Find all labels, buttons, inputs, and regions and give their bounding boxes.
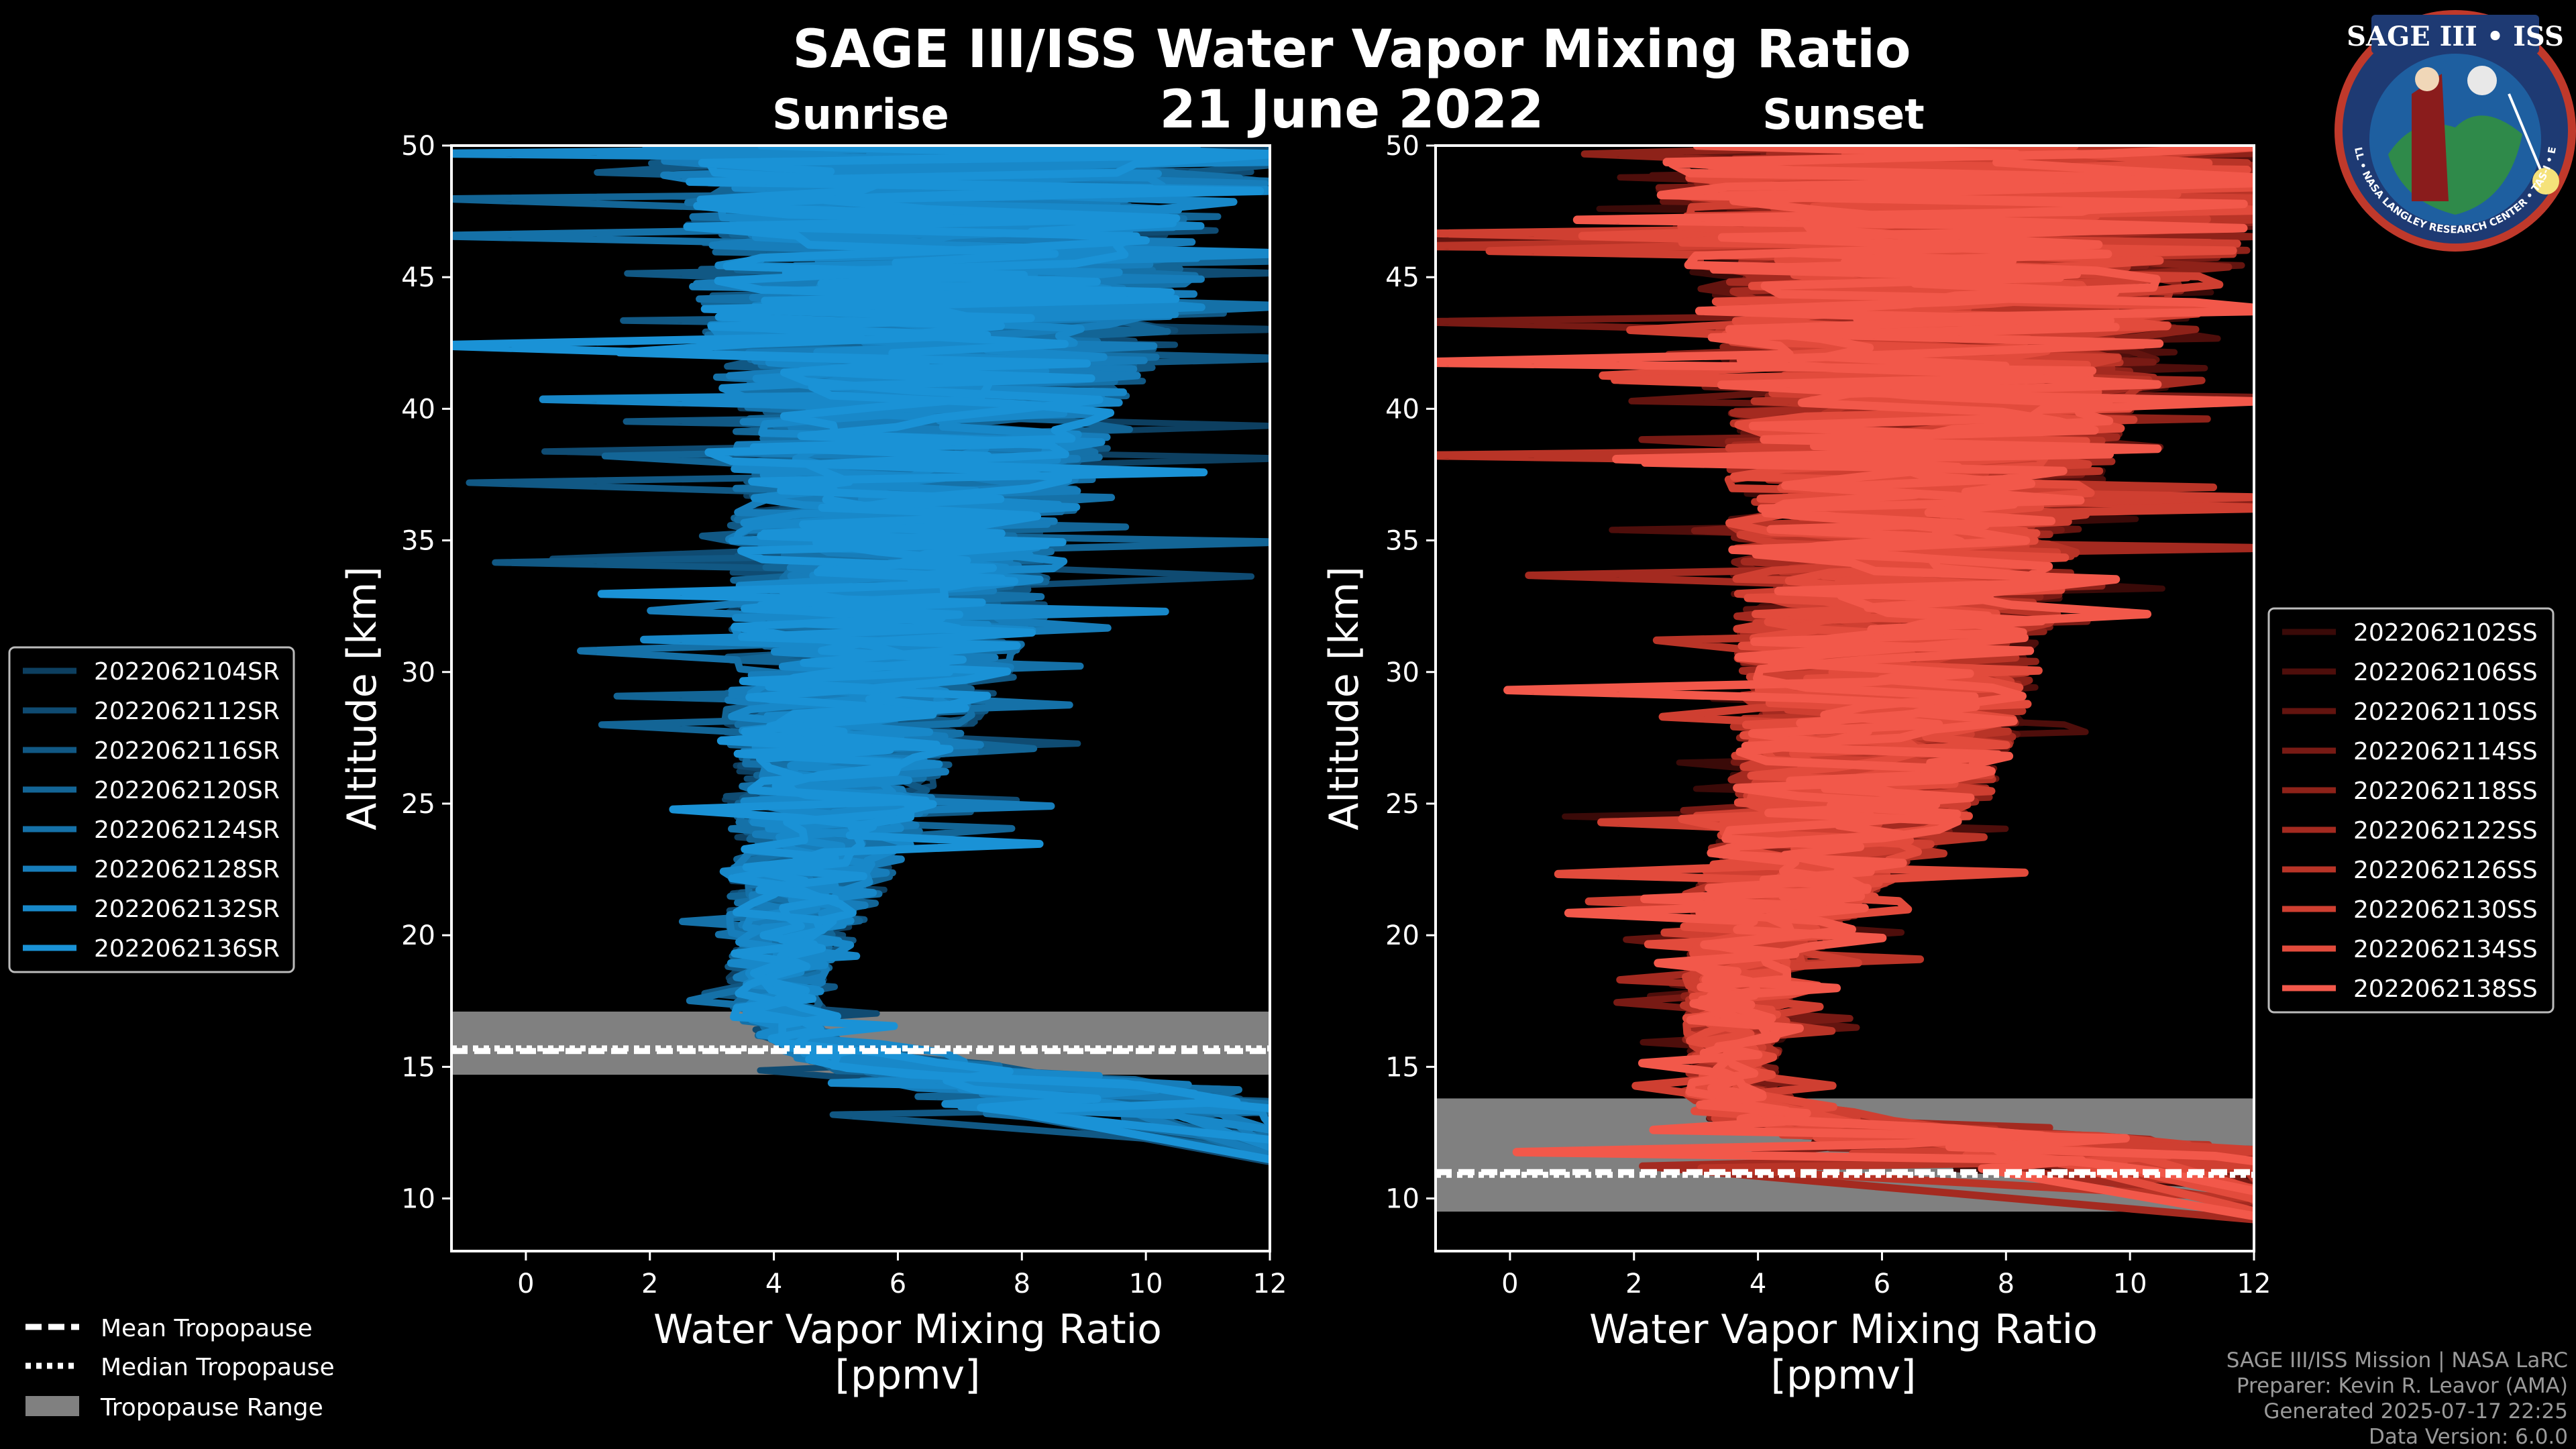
sunrise-xlabel-unit: [ppmv] — [835, 1352, 981, 1399]
sunrise-xlabel: Water Vapor Mixing Ratio — [653, 1306, 1162, 1353]
credit-line-mission: SAGE III/ISS Mission | NASA LaRC — [2226, 1348, 2568, 1373]
sunset-panel: 0 2 4 6 8 10 12 10 15 20 25 30 35 40 45 50 Altitude [km… — [1321, 131, 2271, 1399]
legend-label-2022062112SR: 2022062112SR — [94, 698, 280, 725]
sunset-ytick-label: 25 — [1385, 789, 1419, 820]
sunset-ytick-label: 30 — [1385, 657, 1419, 688]
tropopause-legend: Mean Tropopause Median Tropopause Tropop… — [25, 1315, 335, 1421]
sunrise-ytick-label: 30 — [401, 657, 435, 688]
legend-label-2022062136SR: 2022062136SR — [94, 935, 280, 963]
sunset-xlabel: Water Vapor Mixing Ratio — [1589, 1306, 2098, 1353]
sunrise-xtick-label: 8 — [1014, 1269, 1030, 1299]
sunrise-xtick-label: 4 — [765, 1269, 782, 1299]
legend-label-2022062110SS: 2022062110SS — [2353, 698, 2538, 726]
sunset-axes-frame — [1434, 144, 2255, 1252]
sunset-legend: 2022062102SS 2022062106SS 2022062110SS 2022… — [2267, 607, 2555, 1014]
credit-line-generated: Generated 2025-07-17 22:25 — [2263, 1399, 2568, 1424]
sunrise-ytick-label: 10 — [401, 1184, 435, 1215]
sunset-xtick-label: 0 — [1501, 1269, 1518, 1299]
legend-label-2022062128SR: 2022062128SR — [94, 856, 280, 883]
median-tropopause-label: Median Tropopause — [101, 1354, 335, 1381]
badge-title: SAGE III • ISS — [2347, 21, 2564, 52]
sunrise-ytick-label: 15 — [401, 1052, 435, 1083]
sunset-xtick-label: 4 — [1750, 1269, 1766, 1299]
sunrise-ylabel: Altitude [km] — [339, 566, 386, 830]
legend-label-2022062132SR: 2022062132SR — [94, 896, 280, 923]
sunrise-ytick-label: 20 — [401, 920, 435, 951]
sunrise-xtick-label: 6 — [890, 1269, 906, 1299]
mean-tropopause-label: Mean Tropopause — [101, 1315, 313, 1342]
sunset-xtick-label: 2 — [1625, 1269, 1642, 1299]
sunset-xlabel-unit: [ppmv] — [1771, 1352, 1917, 1399]
profile-line-2022062138SS — [1436, 146, 2254, 1195]
profile-line-2022062136SR — [451, 146, 1270, 1144]
legend-label-2022062126SS: 2022062126SS — [2353, 857, 2538, 884]
sunrise-ytick-label: 35 — [401, 526, 435, 557]
sunrise-ytick-label: 40 — [401, 394, 435, 425]
credit-line-version: Data Version: 6.0.0 — [2369, 1425, 2568, 1449]
legend-label-2022062138SS: 2022062138SS — [2353, 975, 2538, 1003]
legend-label-2022062116SR: 2022062116SR — [94, 737, 280, 765]
figure-date: 21 June 2022 — [1160, 80, 1544, 140]
legend-label-2022062130SS: 2022062130SS — [2353, 896, 2538, 924]
sunset-panel-title: Sunset — [1762, 90, 1925, 139]
sunset-ytick-label: 35 — [1385, 526, 1419, 557]
sunrise-xtick-label: 0 — [517, 1269, 534, 1299]
sunrise-axes-frame — [450, 144, 1271, 1252]
tropopause-range-swatch — [25, 1396, 79, 1416]
sunset-ylabel: Altitude [km] — [1321, 566, 1368, 830]
sunrise-panel-title: Sunrise — [772, 90, 949, 139]
sunset-xtick-label: 6 — [1874, 1269, 1890, 1299]
legend-label-2022062102SS: 2022062102SS — [2353, 619, 2538, 647]
sunrise-ytick-label: 45 — [401, 262, 435, 293]
tropopause-range-label: Tropopause Range — [100, 1394, 323, 1421]
sunrise-legend: 2022062104SR 2022062112SR 2022062116SR 2022… — [8, 646, 295, 973]
sunrise-xtick-label: 10 — [1129, 1269, 1163, 1299]
sunrise-ytick-label: 25 — [401, 789, 435, 820]
legend-label-2022062104SR: 2022062104SR — [94, 658, 280, 686]
sunrise-xtick-label: 2 — [641, 1269, 658, 1299]
legend-label-2022062118SS: 2022062118SS — [2353, 777, 2538, 805]
sunset-ytick-label: 45 — [1385, 262, 1419, 293]
sunset-ytick-label: 40 — [1385, 394, 1419, 425]
legend-label-2022062120SR: 2022062120SR — [94, 777, 280, 804]
legend-label-2022062134SS: 2022062134SS — [2353, 936, 2538, 963]
sunset-xtick-label: 8 — [1998, 1269, 2015, 1299]
sunset-ytick-label: 10 — [1385, 1184, 1419, 1215]
sunrise-legend-box — [8, 646, 295, 973]
legend-label-2022062106SS: 2022062106SS — [2353, 659, 2538, 686]
sunset-xtick-label: 12 — [2237, 1269, 2271, 1299]
sunset-ytick-label: 20 — [1385, 920, 1419, 951]
sunset-xtick-label: 10 — [2113, 1269, 2147, 1299]
sunrise-panel: 0 2 4 6 8 10 12 10 15 20 25 30 35 40 45 50 Altitude [km… — [339, 131, 1287, 1399]
sunset-ytick-label: 15 — [1385, 1052, 1419, 1083]
sunset-legend-box — [2267, 607, 2555, 1014]
legend-label-2022062124SR: 2022062124SR — [94, 816, 280, 844]
sunrise-xtick-label: 12 — [1253, 1269, 1287, 1299]
sunset-ytick-label: 50 — [1385, 131, 1419, 162]
credit-line-preparer: Preparer: Kevin R. Leavor (AMA) — [2237, 1374, 2568, 1398]
figure-title: SAGE III/ISS Water Vapor Mixing Ratio — [792, 19, 1911, 80]
legend-label-2022062114SS: 2022062114SS — [2353, 738, 2538, 765]
legend-label-2022062122SS: 2022062122SS — [2353, 817, 2538, 845]
credits-block: SAGE III/ISS Mission | NASA LaRC Prepare… — [2226, 1348, 2568, 1449]
sunrise-ytick-label: 50 — [401, 131, 435, 162]
